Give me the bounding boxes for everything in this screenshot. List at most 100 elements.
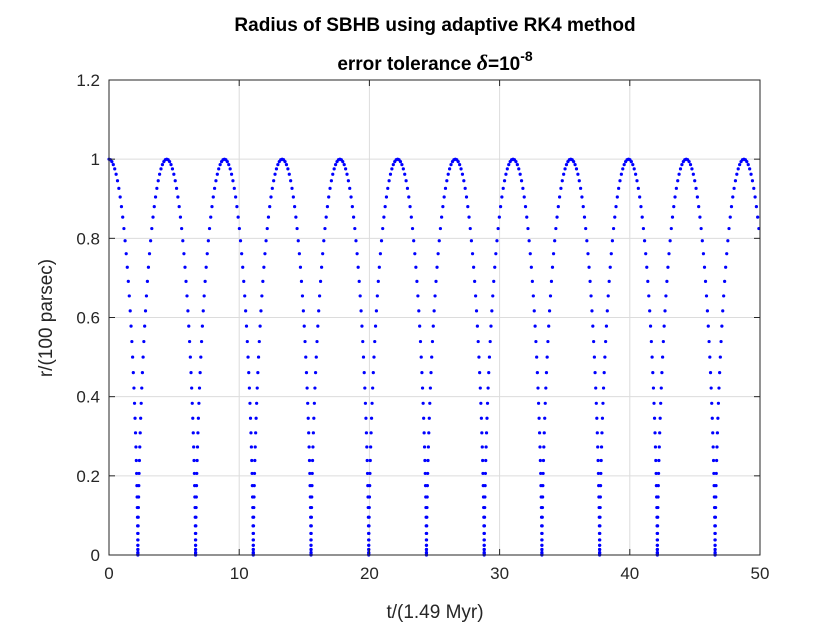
data-point (615, 195, 619, 199)
title-prefix: error tolerance (337, 54, 476, 75)
data-point (715, 458, 719, 463)
data-point (655, 538, 660, 542)
data-point (312, 401, 316, 405)
data-point (141, 355, 145, 359)
data-point (431, 324, 435, 328)
data-point (314, 355, 318, 359)
data-point (433, 294, 437, 298)
chart-title-line1: Radius of SBHB using adaptive RK4 method (234, 15, 635, 36)
data-point (218, 163, 222, 167)
data-point (482, 524, 487, 528)
data-point (152, 204, 156, 209)
data-point (629, 160, 633, 164)
data-point (540, 531, 544, 536)
data-point (172, 172, 176, 176)
data-point (303, 339, 307, 344)
data-point (621, 167, 625, 171)
data-point (244, 324, 249, 328)
data-point (304, 355, 308, 359)
data-point (182, 252, 186, 256)
data-point (252, 515, 256, 519)
data-point (610, 239, 615, 243)
data-point (296, 239, 300, 243)
data-point (358, 294, 362, 298)
data-point (424, 538, 429, 542)
data-point (641, 226, 646, 231)
data-point (251, 531, 256, 536)
data-point (462, 179, 466, 183)
data-point (310, 484, 314, 488)
data-point (664, 294, 668, 298)
data-point (195, 445, 200, 449)
data-point (713, 531, 717, 536)
data-point (564, 163, 569, 167)
data-point (700, 239, 704, 243)
data-point (135, 471, 139, 476)
y-axis-label: r/(100 parsec) (36, 259, 57, 377)
data-point (158, 172, 162, 176)
data-point (556, 204, 560, 209)
data-point (586, 252, 590, 256)
data-point (136, 538, 140, 542)
data-point (306, 401, 310, 405)
data-point (614, 204, 618, 209)
data-point (373, 339, 377, 344)
data-point (467, 215, 471, 219)
data-point (690, 167, 694, 171)
data-point (656, 524, 660, 528)
data-point (365, 471, 370, 476)
data-point (274, 167, 279, 171)
data-point (651, 371, 655, 375)
data-point (701, 252, 706, 256)
data-point (426, 445, 430, 449)
data-point (298, 265, 303, 269)
data-point (745, 160, 749, 164)
data-point (514, 160, 518, 164)
data-point (183, 265, 187, 269)
data-point (662, 324, 666, 328)
data-point (137, 458, 142, 463)
data-point (309, 515, 313, 519)
data-point (522, 195, 526, 199)
data-point (217, 167, 221, 171)
data-point (309, 547, 313, 552)
data-point (425, 495, 429, 499)
data-point (228, 167, 232, 171)
data-point (194, 505, 198, 510)
data-point (416, 294, 420, 298)
data-point (543, 416, 547, 420)
data-point (129, 324, 133, 328)
data-point (642, 239, 647, 243)
data-point (460, 172, 465, 176)
data-point (149, 239, 153, 243)
data-point (549, 279, 554, 283)
data-point (653, 431, 657, 435)
data-point (527, 239, 531, 243)
data-point (194, 538, 198, 542)
data-point (598, 524, 602, 528)
data-point (209, 215, 213, 219)
data-point (426, 458, 430, 463)
data-point (369, 431, 373, 435)
data-point (482, 515, 487, 519)
data-point (304, 371, 309, 375)
data-point (497, 215, 501, 219)
data-point (202, 294, 206, 298)
data-point (660, 371, 664, 375)
data-point (657, 458, 661, 463)
data-point (540, 550, 544, 555)
data-point (136, 543, 140, 547)
data-point (714, 495, 718, 499)
data-point (138, 431, 142, 435)
data-point (654, 471, 658, 476)
data-point (558, 195, 562, 199)
data-point (136, 547, 140, 552)
data-point (705, 309, 710, 313)
data-point (479, 416, 483, 420)
data-point (518, 172, 522, 176)
data-point (119, 204, 124, 209)
data-point (375, 294, 379, 298)
data-point (309, 505, 314, 510)
data-point (459, 167, 463, 171)
data-point (483, 484, 487, 488)
